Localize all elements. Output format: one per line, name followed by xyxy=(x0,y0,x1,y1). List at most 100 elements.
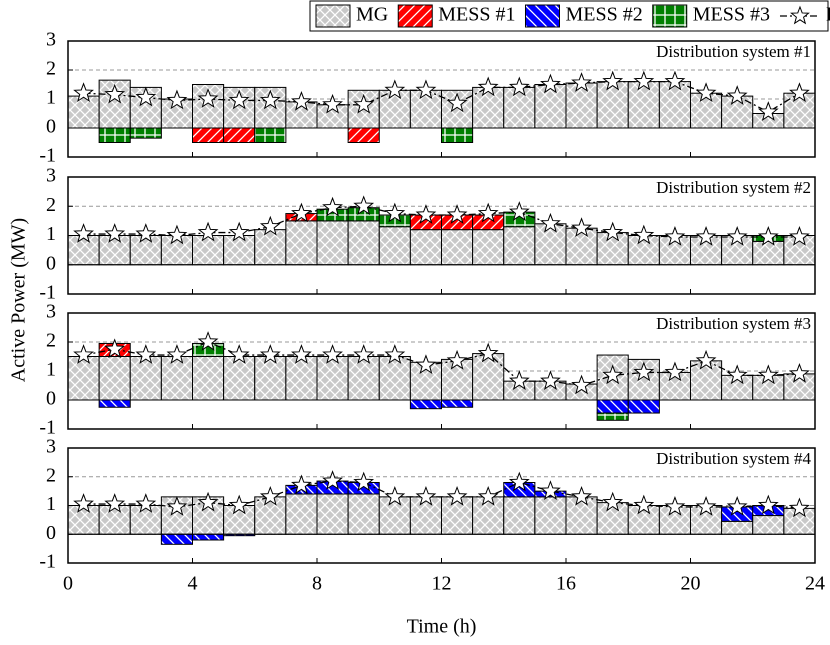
load-marker xyxy=(291,90,312,111)
load-marker xyxy=(228,89,250,110)
load-marker xyxy=(353,195,375,216)
load-marker xyxy=(477,342,499,363)
bar-segment xyxy=(378,496,411,535)
bar-segment xyxy=(98,356,131,401)
load-marker xyxy=(633,494,655,515)
load-marker xyxy=(353,471,375,492)
load-marker xyxy=(571,72,592,92)
load-marker xyxy=(571,374,592,395)
load-marker xyxy=(726,364,748,385)
y-tick-label: 2 xyxy=(46,194,56,216)
load-marker xyxy=(789,497,810,518)
load-marker xyxy=(633,70,655,91)
x-axis-label: Time (h) xyxy=(407,616,477,638)
load-marker xyxy=(259,89,281,110)
bar-segment xyxy=(254,496,287,535)
bar-segment xyxy=(503,86,536,129)
load-marker xyxy=(508,370,530,390)
bar-segment xyxy=(67,235,100,266)
bar-segment xyxy=(596,412,629,421)
load-line xyxy=(83,480,800,510)
load-marker xyxy=(757,494,779,515)
bar-segment xyxy=(409,496,442,535)
load-marker xyxy=(477,202,499,223)
bar-segment xyxy=(596,399,629,414)
y-tick-label: -1 xyxy=(39,145,56,167)
load-marker xyxy=(415,354,437,375)
load-marker xyxy=(633,224,655,245)
load-marker xyxy=(197,88,219,108)
x-tick-label: 20 xyxy=(681,573,701,595)
bar-segment xyxy=(658,371,691,401)
load-marker xyxy=(322,344,343,364)
legend: MG MESS #1 MESS #2 MESS #3 Load xyxy=(309,0,830,32)
load-marker xyxy=(602,70,624,91)
bar-segment xyxy=(223,235,256,266)
bar-segment xyxy=(192,235,225,266)
bar-segment xyxy=(223,127,256,143)
bar-segment xyxy=(192,127,225,143)
bar-segment xyxy=(129,356,162,401)
load-marker xyxy=(353,93,375,114)
load-marker xyxy=(726,496,748,516)
load-marker xyxy=(384,344,406,364)
load-marker xyxy=(73,82,94,103)
legend-box xyxy=(309,0,829,32)
load-marker xyxy=(259,344,281,364)
load-marker xyxy=(695,349,717,370)
load-marker xyxy=(789,362,810,383)
load-marker xyxy=(633,361,655,382)
bar-segment xyxy=(596,81,629,129)
load-marker xyxy=(446,485,468,506)
load-marker xyxy=(104,493,126,513)
load-marker xyxy=(259,485,281,506)
bar-segment xyxy=(721,95,754,129)
bar-segment xyxy=(627,399,660,414)
bar-segment xyxy=(223,356,256,401)
load-marker xyxy=(228,494,250,515)
bar-segment xyxy=(347,127,380,143)
load-marker xyxy=(757,364,779,385)
bar-segment xyxy=(441,358,474,401)
bar-segment xyxy=(472,86,505,129)
bar-segment xyxy=(627,81,660,129)
load-marker xyxy=(73,344,94,364)
y-tick-label: -1 xyxy=(39,417,56,439)
legend-label: Load xyxy=(826,4,830,26)
bar-segment xyxy=(378,226,411,266)
load-marker xyxy=(540,370,561,390)
y-tick-label: 2 xyxy=(46,464,56,486)
load-marker xyxy=(695,226,717,246)
y-tick-label: -1 xyxy=(39,551,56,573)
load-marker xyxy=(602,491,624,512)
y-tick-label: 3 xyxy=(46,436,56,458)
bar-segment xyxy=(67,356,100,401)
load-marker xyxy=(166,89,188,110)
y-tick-label: 1 xyxy=(46,359,56,381)
y-axis-label: Active Power (MW) xyxy=(8,218,30,382)
x-tick-label: 0 xyxy=(63,573,73,595)
load-marker xyxy=(228,221,250,242)
x-tick-label: 16 xyxy=(556,573,576,595)
bar-segment xyxy=(752,240,785,266)
load-marker xyxy=(166,496,188,516)
x-tick-label: 12 xyxy=(432,573,452,595)
load-marker xyxy=(571,485,592,506)
y-tick-label: 2 xyxy=(46,58,56,80)
load-marker xyxy=(757,101,779,121)
load-marker xyxy=(197,221,219,242)
load-marker xyxy=(602,364,624,385)
bar-segment xyxy=(534,496,567,535)
load-line xyxy=(83,80,800,113)
x-tick-label: 24 xyxy=(805,573,825,595)
y-tick-label: 0 xyxy=(46,522,56,544)
load-marker xyxy=(104,338,126,359)
y-tick-label: 1 xyxy=(46,87,56,109)
load-marker xyxy=(322,93,343,114)
bar-segment xyxy=(690,92,723,129)
legend-marker xyxy=(790,5,810,25)
load-marker xyxy=(446,349,468,370)
bar-segment xyxy=(67,95,100,129)
bar-segment xyxy=(441,496,474,535)
